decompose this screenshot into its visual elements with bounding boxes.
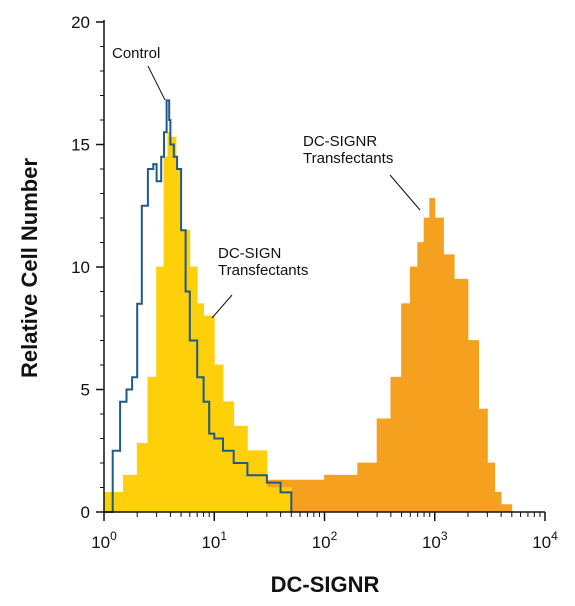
- plot-area: 0 5 10 15 20 100 101 102 103 104 Control DC-SIGN Tra…: [71, 13, 558, 552]
- annotation-pointer: [147, 65, 166, 101]
- annotation-label: DC-SIGN Transfectants: [218, 245, 308, 279]
- x-tick-label: 100: [91, 529, 117, 552]
- x-tick-label: 103: [422, 529, 448, 552]
- annotation-label: DC-SIGNR Transfectants: [303, 133, 393, 167]
- y-tick-label: 0: [81, 503, 90, 522]
- x-tick-label: 101: [201, 529, 227, 552]
- annotation-pointer: [389, 174, 421, 211]
- series-1-histogram: [103, 131, 292, 513]
- y-tick-label: 5: [81, 381, 90, 400]
- y-tick-label: 20: [71, 13, 90, 32]
- annotation-pointer: [211, 294, 233, 319]
- series-2-outline: [104, 99, 293, 513]
- x-axis-title: DC-SIGNR: [271, 572, 380, 597]
- y-tick-label: 15: [71, 136, 90, 155]
- x-tick-label: 104: [532, 529, 558, 552]
- x-tick-label: 102: [312, 529, 338, 552]
- annotation-label: Control: [112, 45, 160, 62]
- y-axis-title: Relative Cell Number: [17, 158, 42, 379]
- y-tick-label: 10: [71, 258, 90, 277]
